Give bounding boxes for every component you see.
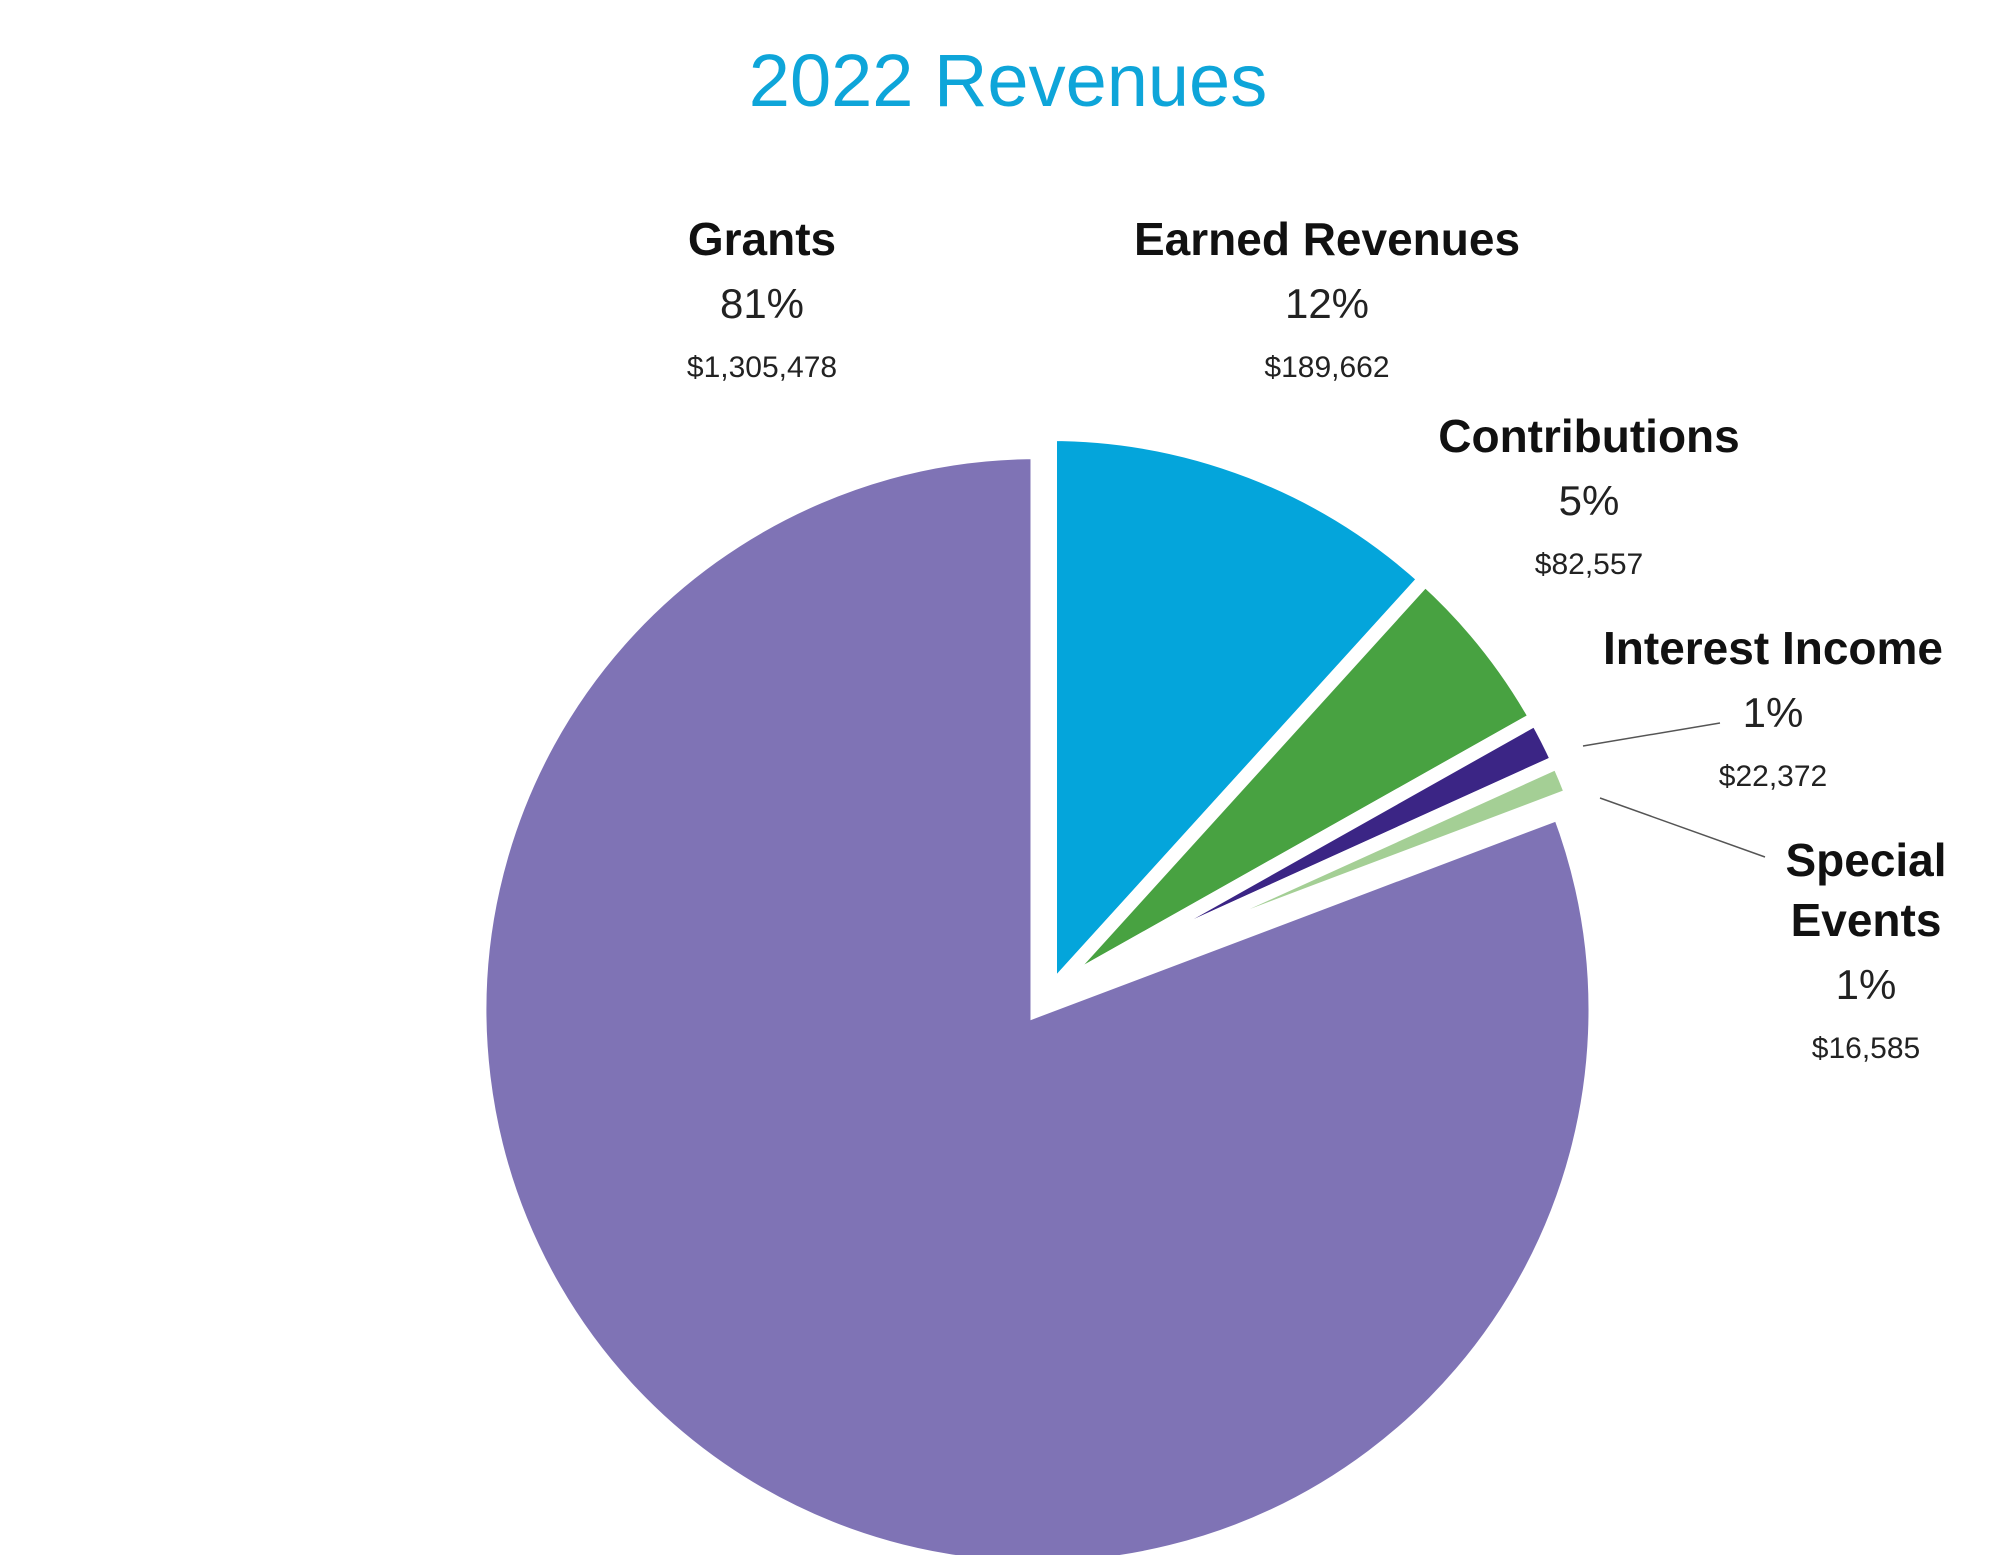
slice-label-special-events: Special Events 1% $16,585 (1785, 834, 1946, 1065)
slice-name: Interest Income (1603, 622, 1943, 674)
slice-name: Earned Revenues (1134, 213, 1520, 265)
slice-amount: $16,585 (1812, 1032, 1920, 1065)
slice-percent: 81% (720, 280, 804, 327)
leader-lines (1582, 722, 1766, 858)
slice-name: Contributions (1438, 410, 1740, 462)
slice-amount: $1,305,478 (687, 351, 837, 384)
pie-slices (472, 426, 1603, 1555)
slice-label-grants: Grants 81% $1,305,478 (687, 213, 837, 384)
slice-label-interest-income: Interest Income 1% $22,372 (1603, 622, 1943, 793)
slice-percent: 12% (1285, 280, 1369, 327)
slice-label-contributions: Contributions 5% $82,557 (1438, 410, 1740, 581)
slice-amount: $189,662 (1264, 351, 1389, 384)
slice-labels: Earned Revenues 12% $189,662 Contributions 5… (687, 213, 1947, 1065)
slice-percent: 1% (1743, 689, 1804, 736)
leader-line-interest-income (1582, 722, 1721, 747)
chart-title: 2022 Revenues (749, 39, 1267, 122)
pie-slice-earned-revenues (1043, 426, 1435, 1011)
leader-line-special-events (1599, 797, 1766, 858)
slice-amount: $82,557 (1535, 548, 1643, 581)
slice-name: Special (1785, 834, 1946, 886)
slice-percent: 5% (1559, 477, 1620, 524)
slice-percent: 1% (1836, 961, 1897, 1008)
slice-name: Events (1791, 894, 1942, 946)
slice-label-earned-revenues: Earned Revenues 12% $189,662 (1134, 213, 1520, 384)
pie-slice-special-events (1047, 752, 1581, 999)
pie-slice-grants (472, 445, 1603, 1555)
slice-amount: $22,372 (1719, 760, 1827, 793)
slice-name: Grants (688, 213, 836, 265)
